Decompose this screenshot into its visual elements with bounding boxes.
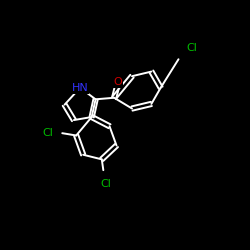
Text: Cl: Cl [43, 128, 54, 138]
Text: HN: HN [72, 83, 88, 93]
Text: Cl: Cl [100, 179, 111, 189]
Text: Cl: Cl [186, 43, 197, 53]
Text: O: O [114, 77, 122, 87]
